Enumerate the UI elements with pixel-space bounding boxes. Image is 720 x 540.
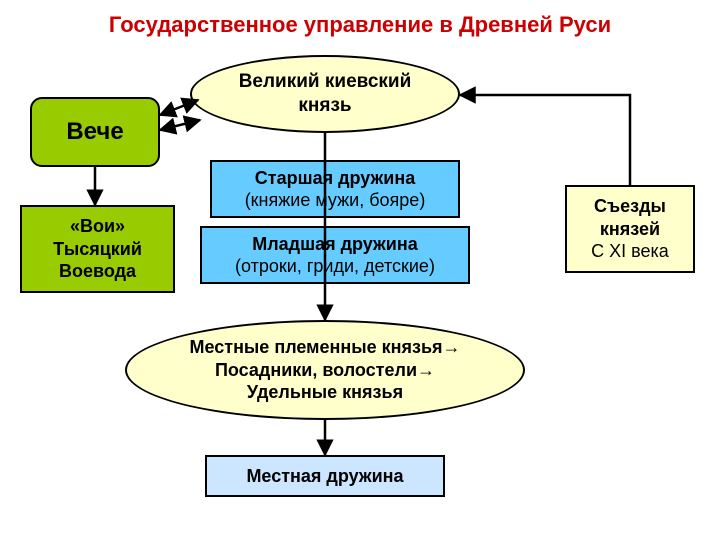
- node-line: «Вои»: [70, 215, 125, 238]
- node-junior-druzhina: Младшая дружина(отроки, гриди, детские): [200, 226, 470, 284]
- node-line: Воевода: [59, 260, 136, 283]
- node-line: (отроки, гриди, детские): [235, 255, 435, 278]
- arrow: [160, 120, 200, 130]
- node-line: князей: [600, 218, 660, 241]
- node-line: Тысяцкий: [53, 238, 142, 261]
- node-local-princes: Местные племенные князья→Посадники, воло…: [125, 320, 525, 420]
- node-line: Удельные князья: [247, 381, 403, 404]
- node-line: Великий киевский: [239, 70, 412, 94]
- node-line: Местная дружина: [246, 465, 403, 488]
- node-line: Посадники, волостели→: [215, 359, 435, 382]
- node-line: Вече: [66, 117, 123, 147]
- node-line: князь: [298, 94, 351, 118]
- arrow: [460, 95, 630, 185]
- node-line: Съезды: [594, 195, 666, 218]
- node-grand-prince: Великий киевскийкнязь: [190, 55, 460, 133]
- node-senior-druzhina: Старшая дружина(княжие мужи, бояре): [210, 160, 460, 218]
- node-line: Местные племенные князья→: [189, 336, 460, 359]
- node-congress: СъездыкнязейС XI века: [565, 185, 695, 273]
- node-line: Старшая дружина: [255, 167, 415, 190]
- node-veche: Вече: [30, 97, 160, 167]
- node-line: С XI века: [591, 240, 669, 263]
- node-line: Младшая дружина: [252, 233, 418, 256]
- node-voi: «Вои»ТысяцкийВоевода: [20, 205, 175, 293]
- diagram-title: Государственное управление в Древней Рус…: [0, 12, 720, 38]
- node-local-druzhina: Местная дружина: [205, 455, 445, 497]
- node-line: (княжие мужи, бояре): [245, 189, 426, 212]
